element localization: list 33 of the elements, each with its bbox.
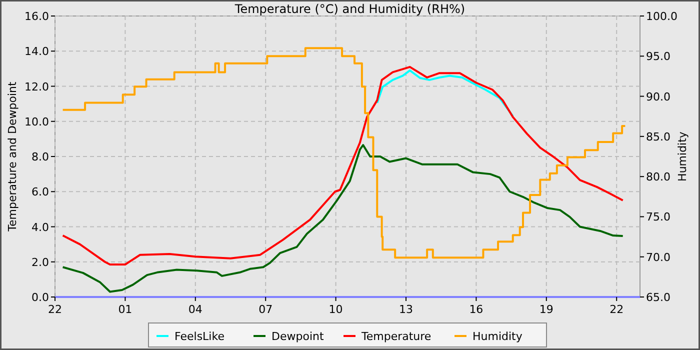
y2-tick-label: 85.0 — [646, 130, 670, 144]
y-tick-label: 10.0 — [24, 115, 49, 128]
y-axis-title: Temperature and Dewpoint — [6, 80, 19, 232]
legend-label: Humidity — [472, 330, 523, 343]
x-tick-label: 04 — [188, 303, 202, 316]
y-tick-label: 12.0 — [24, 80, 49, 94]
y2-tick-label: 70.0 — [646, 250, 670, 264]
x-tick-label: 13 — [399, 303, 413, 316]
y-tick-label: 0.0 — [32, 291, 49, 304]
legend-label: FeelsLike — [174, 330, 225, 343]
legend-label: Temperature — [360, 330, 432, 343]
x-tick-label: 16 — [469, 303, 484, 316]
x-tick-label: 10 — [328, 303, 343, 316]
y2-tick-label: 65.0 — [646, 291, 670, 304]
y-tick-label: 4.0 — [32, 220, 49, 234]
x-tick-label: 01 — [118, 303, 132, 316]
y2-axis-title: Humidity — [676, 131, 689, 182]
legend-label: Dewpoint — [272, 330, 324, 343]
y2-tick-label: 90.0 — [646, 90, 670, 104]
y-tick-label: 6.0 — [32, 186, 49, 199]
x-tick-label: 07 — [258, 303, 273, 316]
y-tick-label: 2.0 — [32, 256, 49, 269]
y-tick-label: 8.0 — [32, 150, 49, 164]
y-tick-label: 16.0 — [24, 10, 49, 23]
y-tick-label: 14.0 — [24, 45, 49, 58]
x-tick-label: 19 — [539, 303, 554, 316]
chart-title: Temperature (°C) and Humidity (RH%) — [234, 2, 466, 16]
y2-tick-label: 100.0 — [646, 10, 678, 23]
x-tick-label: 22 — [48, 303, 62, 316]
y2-tick-label: 80.0 — [646, 170, 670, 184]
y2-tick-label: 75.0 — [646, 210, 670, 224]
x-tick-label: 22 — [610, 303, 624, 316]
y2-tick-label: 95.0 — [646, 50, 670, 64]
